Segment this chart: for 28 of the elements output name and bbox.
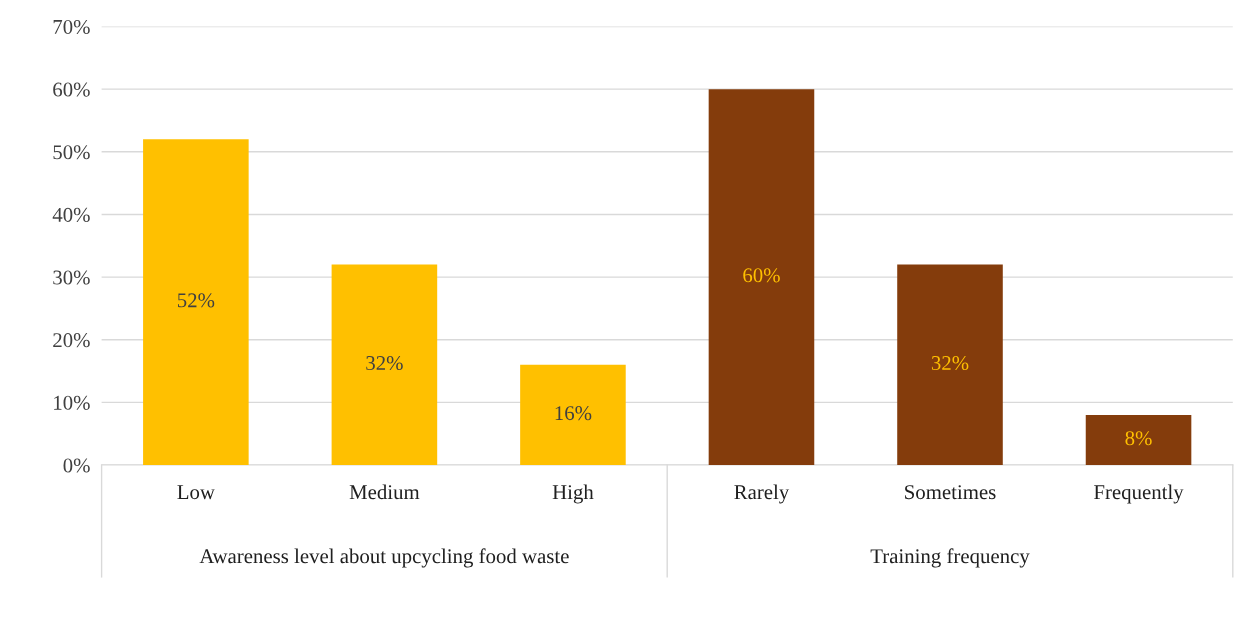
y-tick-label: 40% bbox=[52, 207, 90, 222]
bar bbox=[520, 364, 626, 466]
y-tick-label: 0% bbox=[63, 458, 90, 473]
data-label: 32% bbox=[366, 355, 403, 371]
y-tick-label: 20% bbox=[53, 333, 90, 348]
data-label: 16% bbox=[555, 406, 592, 421]
text: Training frequency bbox=[870, 548, 1030, 568]
data-label: 8% bbox=[1125, 431, 1152, 446]
bar bbox=[708, 89, 815, 466]
text: Awareness level about upcycling food waste bbox=[199, 548, 569, 568]
data-label: 32% bbox=[931, 355, 969, 371]
bar bbox=[1085, 414, 1192, 466]
x-tick-label: Rarely bbox=[734, 484, 790, 504]
x-tick-label: Frequently bbox=[1094, 484, 1184, 504]
y-tick-label: 10% bbox=[54, 395, 90, 410]
data-label: 60% bbox=[743, 268, 780, 283]
y-tick-label: 30% bbox=[53, 270, 90, 285]
y-tick-label: 70% bbox=[53, 19, 90, 34]
bar bbox=[897, 264, 1003, 466]
y-tick-label: 60% bbox=[53, 82, 90, 97]
x-tick-label: Low bbox=[177, 485, 215, 500]
x-tick-label: Medium bbox=[349, 484, 420, 500]
bar bbox=[331, 264, 438, 466]
x-tick-label: High bbox=[552, 484, 594, 504]
data-label: 52% bbox=[177, 293, 215, 308]
y-tick-label: 50% bbox=[53, 145, 90, 160]
bar bbox=[143, 139, 249, 466]
x-tick-label: Sometimes bbox=[905, 485, 996, 500]
